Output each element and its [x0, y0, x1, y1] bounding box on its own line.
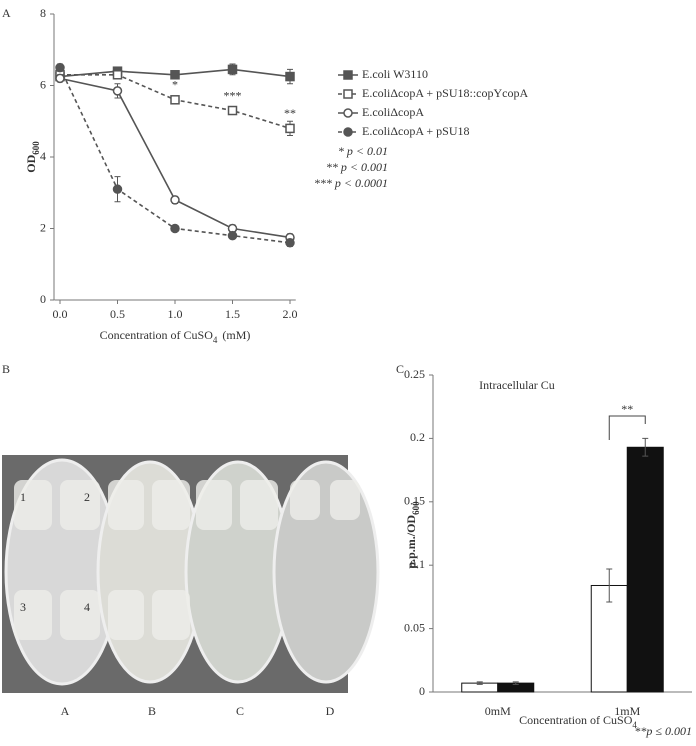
quadrant-label: 3 [20, 600, 26, 614]
y-tick-label: 0.15 [404, 494, 425, 508]
chart-title: Intracellular Cu [479, 378, 555, 392]
series-line [59, 67, 291, 244]
x-axis-label-sub: 4 [213, 335, 218, 345]
significance-mark: *** [224, 88, 242, 102]
y-axis-label-sub: 600 [31, 141, 41, 155]
y-axis-label: OD600 [24, 141, 41, 173]
quadrant-label: 2 [84, 490, 90, 504]
y-tick-label: 0.05 [404, 620, 425, 634]
legend-marker [343, 108, 353, 118]
y-axis-label-sub: 600 [411, 501, 421, 515]
data-point [112, 184, 123, 194]
x-axis-label-main: Concentration of CuSO [519, 713, 633, 727]
data-point [170, 195, 180, 205]
data-point [285, 71, 295, 82]
quadrant-label: 4 [84, 600, 90, 614]
x-tick-label: 1.5 [225, 307, 240, 321]
quadrant-label: 1 [20, 490, 26, 504]
data-point [227, 64, 238, 75]
y-tick-label: 0.1 [410, 557, 425, 571]
panel-label: B [2, 362, 10, 376]
x-tick-label: 2.0 [283, 307, 298, 321]
x-axis-label: Concentration of CuSO4 [519, 713, 637, 730]
error-bar [606, 568, 613, 603]
error-bar [476, 681, 483, 685]
plate-label: C [236, 704, 244, 718]
bar [590, 584, 628, 693]
x-axis-label-main: Concentration of CuSO [100, 328, 214, 342]
data-point [285, 238, 295, 248]
y-axis-label: p.p.m./OD600 [404, 501, 421, 569]
y-tick-label: 0.25 [404, 367, 425, 381]
legend-label: E.coliΔcopA + pSU18 [362, 124, 469, 138]
significance-mark: * [172, 78, 178, 92]
data-point [285, 123, 295, 134]
plates [4, 458, 380, 686]
y-tick-label: 0 [419, 684, 425, 698]
y-tick-label: 8 [40, 6, 46, 20]
x-tick-label: 0.0 [53, 307, 68, 321]
x-axis-label: Concentration of CuSO4 (mM) [100, 328, 251, 345]
plate-label: D [326, 704, 335, 718]
data-point [55, 62, 65, 73]
y-tick-label: 2 [40, 220, 46, 234]
legend-marker [343, 70, 353, 80]
legend-label: E.coli W3110 [362, 67, 428, 81]
y-tick-label: 4 [40, 149, 46, 163]
x-axis-label-sub: 4 [632, 720, 637, 730]
error-bar [642, 437, 649, 457]
y-tick-label: 6 [40, 77, 46, 91]
legend-marker [343, 89, 353, 99]
panel-label: C [396, 362, 404, 376]
data-point [112, 70, 123, 80]
data-point [170, 223, 180, 234]
significance-note: ** p < 0.001 [326, 160, 388, 174]
data-point [227, 105, 238, 116]
x-tick-label: 1mM [614, 704, 640, 718]
data-point [170, 95, 180, 105]
x-tick-label: 0.5 [110, 307, 125, 321]
y-axis-label-main: OD [24, 154, 38, 172]
significance-note: *** p < 0.0001 [314, 176, 388, 190]
data-point [55, 73, 65, 84]
data-point [170, 70, 180, 80]
y-axis-label-main: p.p.m./OD [404, 515, 418, 569]
significance-note: * p < 0.01 [338, 144, 388, 158]
x-axis-label-end: (mM) [222, 328, 250, 342]
y-tick-label: 0.2 [410, 430, 425, 444]
plate-label: A [61, 704, 70, 718]
y-tick-label: 0 [40, 292, 46, 306]
plate [272, 460, 380, 684]
significance-mark: ** [284, 106, 296, 120]
x-tick-label: 0mM [485, 704, 511, 718]
bar [626, 446, 664, 693]
significance-mark: ** [621, 402, 633, 416]
plate-label: B [148, 704, 156, 718]
legend-label: E.coliΔcopA + pSU18::copYcopA [362, 86, 528, 100]
error-bar [512, 681, 519, 685]
data-point [227, 230, 238, 241]
legend-label: E.coliΔcopA [362, 105, 424, 119]
significance-note: **p ≤ 0.001 [634, 724, 692, 738]
x-tick-label: 1.0 [168, 307, 183, 321]
data-point [112, 86, 123, 96]
panel-label: A [2, 6, 11, 20]
significance-bracket [608, 415, 646, 440]
legend-marker [343, 127, 353, 137]
streaks [14, 480, 360, 640]
